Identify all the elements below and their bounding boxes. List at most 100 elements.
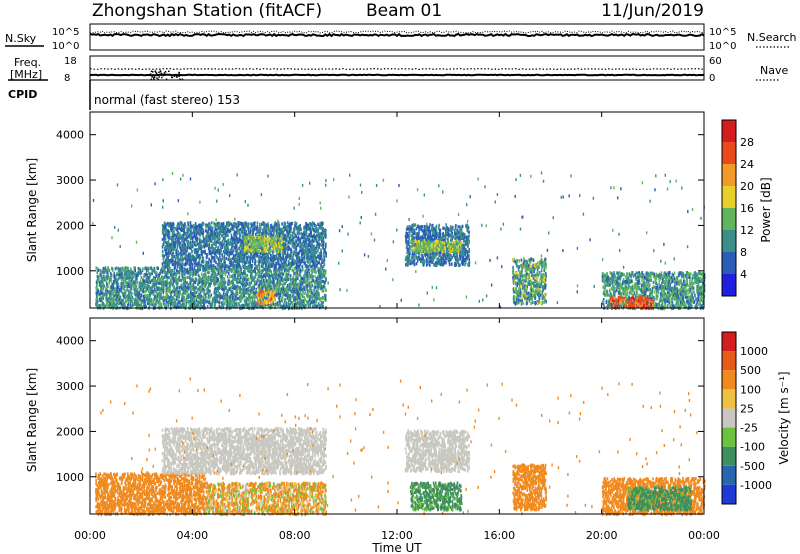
data-cell	[118, 272, 121, 277]
data-cell	[130, 277, 133, 281]
data-cell	[310, 284, 313, 288]
data-cell	[218, 292, 220, 296]
data-cell	[102, 286, 104, 290]
data-cell	[148, 267, 150, 271]
data-cell	[240, 287, 243, 291]
data-cell	[273, 287, 276, 291]
data-cell	[188, 293, 191, 297]
data-cell	[221, 268, 223, 272]
data-cell	[153, 304, 155, 308]
data-cell	[154, 283, 156, 287]
data-cell	[115, 288, 118, 292]
data-cell	[170, 279, 172, 283]
data-cell	[143, 290, 146, 294]
data-cell	[272, 302, 274, 306]
data-cell	[303, 252, 306, 256]
data-cell	[195, 277, 198, 282]
data-cell	[281, 276, 283, 281]
data-cell	[227, 257, 229, 261]
data-cell	[324, 293, 327, 298]
data-cell	[285, 274, 288, 278]
data-cell	[128, 271, 131, 275]
data-cell	[310, 291, 313, 295]
data-cell	[153, 287, 156, 291]
data-cell	[246, 290, 249, 294]
data-cell	[171, 289, 174, 293]
data-cell	[319, 276, 321, 281]
data-cell	[284, 242, 287, 246]
data-cell	[160, 269, 162, 273]
data-cell	[172, 303, 174, 307]
freq-burst-dot	[178, 71, 180, 74]
data-cell	[201, 288, 204, 292]
data-cell	[299, 273, 302, 277]
data-cell	[313, 238, 315, 242]
data-cell	[161, 270, 164, 274]
data-cell	[139, 267, 141, 271]
power-cells	[92, 171, 706, 311]
data-cell	[260, 286, 262, 290]
data-cell	[256, 272, 258, 276]
data-cell	[213, 301, 216, 305]
nave-tick-bottom: 0	[709, 73, 715, 84]
data-cell	[170, 282, 172, 286]
freq-tick-top: 18	[64, 56, 77, 67]
freq-burst-dot	[153, 78, 155, 80]
data-cell	[204, 284, 206, 288]
data-cell	[213, 291, 216, 295]
data-cell	[218, 283, 221, 287]
data-cell	[100, 275, 103, 279]
data-cell	[206, 267, 209, 271]
data-cell	[282, 294, 284, 298]
data-cell	[190, 285, 193, 289]
data-cell	[221, 296, 223, 300]
data-cell	[227, 305, 230, 309]
data-cell	[161, 285, 164, 289]
data-cell	[176, 243, 179, 247]
data-cell	[175, 256, 177, 260]
data-cell	[255, 267, 257, 271]
data-cell	[288, 282, 291, 286]
data-cell	[265, 288, 268, 292]
data-cell	[141, 305, 144, 309]
data-cell	[131, 284, 134, 288]
data-cell	[154, 304, 157, 308]
data-cell	[106, 271, 108, 275]
data-cell	[205, 291, 208, 295]
data-cell	[317, 227, 320, 231]
data-cell	[148, 302, 151, 306]
data-cell	[187, 299, 190, 303]
data-cell	[154, 295, 157, 299]
data-cell	[128, 292, 130, 296]
data-cell	[267, 280, 269, 284]
data-cell	[183, 303, 185, 307]
data-cell	[122, 298, 124, 302]
data-cell	[213, 255, 215, 260]
data-cell	[206, 280, 209, 284]
data-cell	[274, 264, 276, 268]
data-cell	[195, 299, 198, 303]
data-cell	[268, 273, 270, 277]
data-cell	[112, 289, 115, 294]
data-cell	[192, 286, 195, 290]
station-title: Zhongshan Station (fitACF)	[92, 1, 322, 21]
data-cell	[298, 240, 300, 244]
data-cell	[127, 269, 130, 274]
data-cell	[224, 272, 227, 277]
data-cell	[143, 300, 146, 304]
data-cell	[178, 295, 180, 299]
data-cell	[285, 271, 287, 275]
data-cell	[169, 266, 171, 270]
data-cell	[160, 296, 162, 300]
data-cell	[187, 295, 189, 300]
data-cell	[314, 293, 317, 297]
data-cell	[208, 266, 211, 270]
data-cell	[192, 283, 195, 287]
data-cell	[257, 269, 259, 273]
data-cell	[167, 241, 170, 245]
freq-burst-dot	[156, 73, 158, 76]
data-cell	[284, 293, 287, 297]
data-cell	[244, 272, 246, 276]
data-cell	[219, 274, 221, 278]
data-cell	[280, 296, 283, 301]
